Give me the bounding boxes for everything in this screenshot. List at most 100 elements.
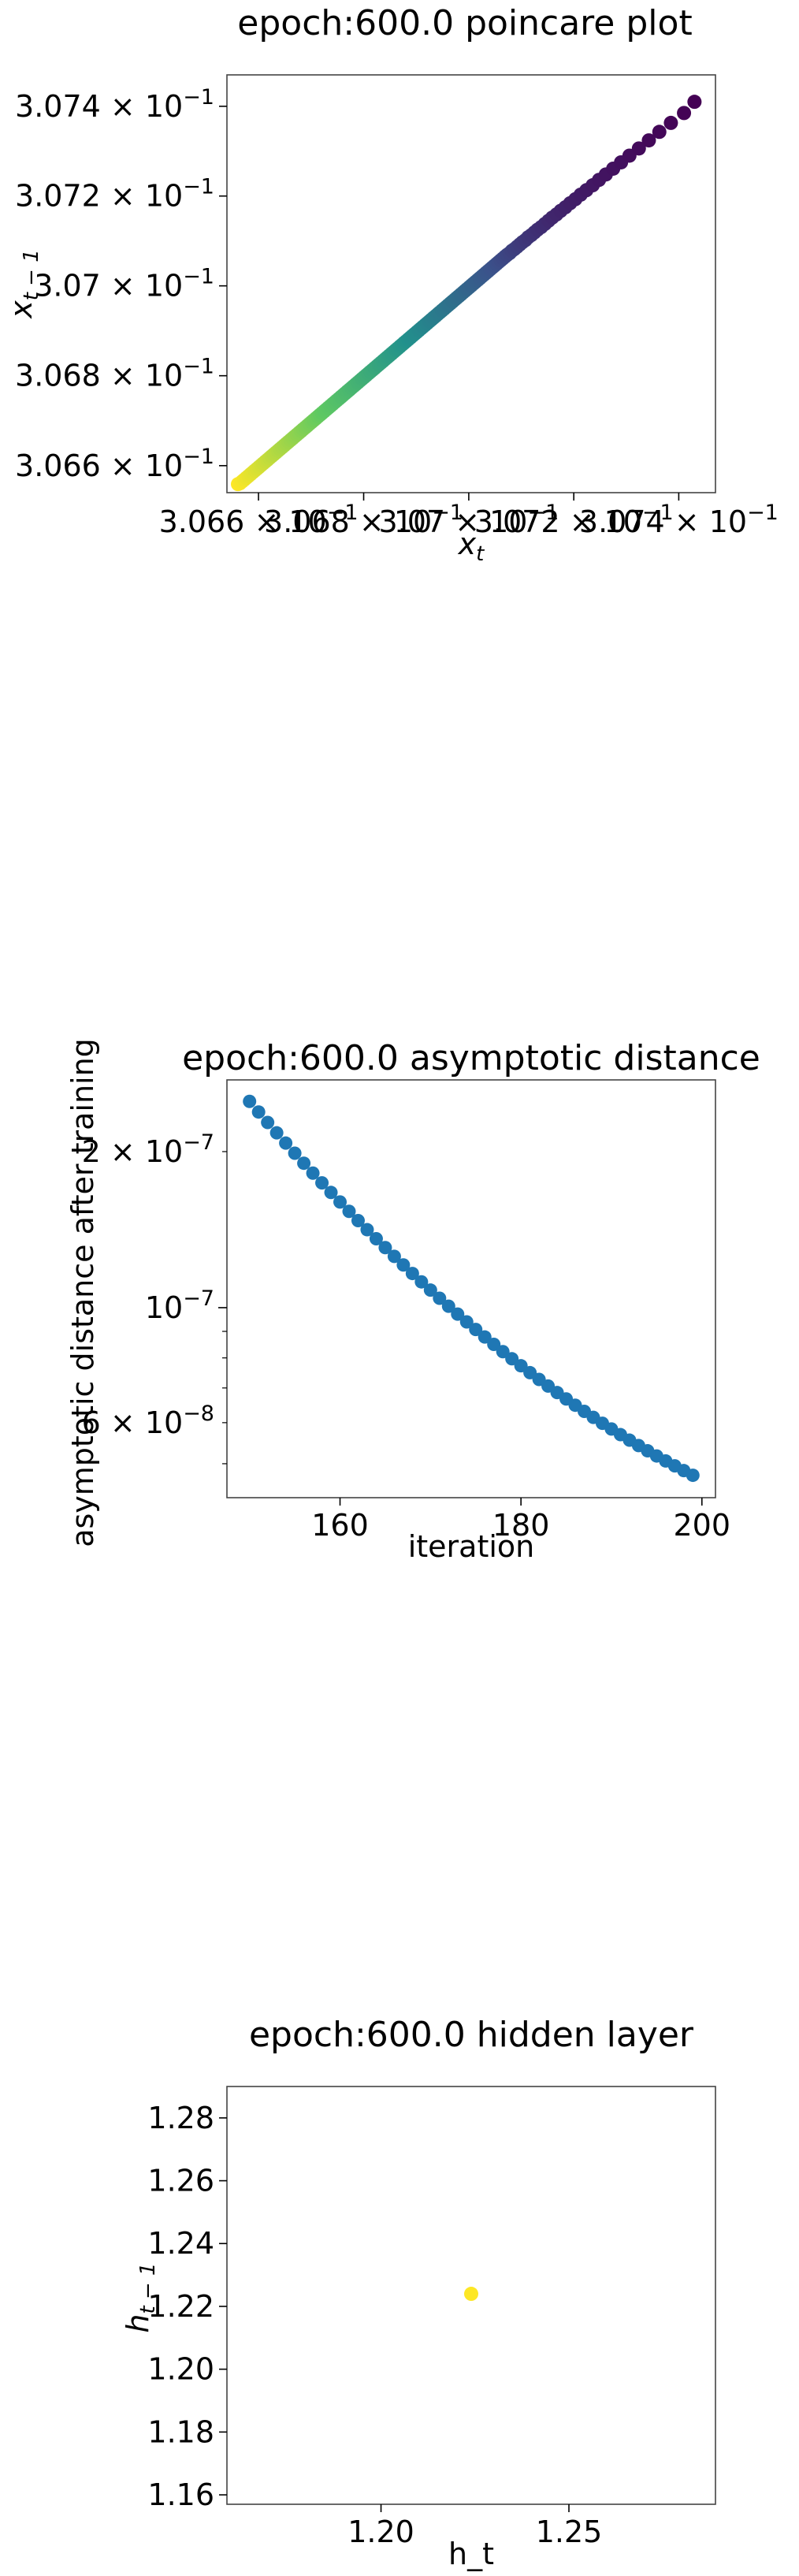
hidden-layer-y-tick-label: 1.26 xyxy=(147,2164,214,2198)
poincare-x-tick-label-exponent: −1 xyxy=(432,501,463,525)
hidden-layer-chart: epoch:600.0 hidden layer 1.20 1.25 1.16 1.… xyxy=(121,2015,716,2571)
poincare-x-tick-label-times: × xyxy=(560,504,604,539)
poincare-y-label-base: x xyxy=(4,300,39,319)
asymptotic-chart: epoch:600.0 asymptotic distance 160 180 20… xyxy=(65,1038,760,1564)
poincare-x-tick-label-mantissa: 3.07 xyxy=(379,504,446,539)
poincare-y-tick-label-times: × xyxy=(101,359,145,393)
asymptotic-point xyxy=(297,1156,311,1171)
asymptotic-point xyxy=(269,1126,284,1140)
asymptotic-point xyxy=(351,1213,365,1227)
poincare-x-tick-label: 3.066 × 10−1 xyxy=(159,501,359,539)
poincare-x-tick-label-exponent: −1 xyxy=(527,501,559,525)
asymptotic-y-label: asymptotic distance after training xyxy=(65,1038,100,1547)
asymptotic-point xyxy=(396,1258,411,1272)
poincare-y-tick-label-mantissa: 3.074 xyxy=(15,89,101,124)
poincare-x-tick-label-exponent: −1 xyxy=(747,501,779,525)
asymptotic-x-tick-label: 200 xyxy=(674,1508,731,1543)
asymptotic-y-tick-label-base: 10 xyxy=(145,1290,183,1325)
asymptotic-point xyxy=(514,1359,528,1373)
asymptotic-point xyxy=(261,1115,275,1130)
poincare-y-tick-label: 3.07 × 10−1 xyxy=(34,265,214,303)
poincare-x-tick-label-base: 10 xyxy=(394,504,432,539)
asymptotic-point xyxy=(414,1275,429,1289)
poincare-x-tick-label-mantissa: 3.072 xyxy=(474,504,560,539)
asymptotic-point xyxy=(288,1146,302,1160)
asymptotic-point xyxy=(451,1307,465,1321)
poincare-y-tick-label-mantissa: 3.072 xyxy=(15,179,101,214)
hidden-layer-title: epoch:600.0 hidden layer xyxy=(249,2015,694,2055)
hidden-layer-y-ticks: 1.16 1.18 1.20 1.22 1.24 1.26 1.28 xyxy=(147,2101,227,2512)
asymptotic-point xyxy=(342,1204,356,1219)
asymptotic-y-tick-label-mantissa: 6 xyxy=(82,1405,101,1440)
poincare-x-tick-label-base: 10 xyxy=(288,504,326,539)
poincare-y-tick-label-times: × xyxy=(101,449,145,483)
poincare-y-tick-label-base: 10 xyxy=(145,269,183,303)
asymptotic-plot-frame xyxy=(226,1079,716,1498)
poincare-x-tick-label-base: 10 xyxy=(604,504,642,539)
poincare-x-tick-label: 3.068 × 10−1 xyxy=(264,501,463,539)
poincare-point xyxy=(631,141,646,156)
asymptotic-point xyxy=(505,1352,519,1366)
asymptotic-y-tick-label-times: × xyxy=(101,1134,145,1169)
hidden-layer-y-tick-label: 1.16 xyxy=(147,2477,214,2512)
asymptotic-point xyxy=(469,1323,483,1337)
asymptotic-y-tick-label-exponent: −7 xyxy=(183,1286,214,1311)
poincare-point xyxy=(687,95,702,110)
poincare-y-tick-label-base: 10 xyxy=(145,449,183,483)
hidden-layer-x-label: h_t xyxy=(448,2537,494,2571)
poincare-x-label-sub: t xyxy=(476,542,485,566)
asymptotic-y-tick-label-exponent: −7 xyxy=(183,1130,214,1155)
poincare-x-tick-label-exponent: −1 xyxy=(642,501,674,525)
poincare-y-tick-label: 3.072 × 10−1 xyxy=(15,175,214,214)
poincare-x-tick-label-base: 10 xyxy=(709,504,747,539)
asymptotic-point xyxy=(378,1241,392,1255)
asymptotic-point xyxy=(478,1330,492,1344)
asymptotic-point xyxy=(333,1195,347,1209)
poincare-y-tick-label: 3.068 × 10−1 xyxy=(15,355,214,393)
hidden-layer-point xyxy=(464,2287,478,2302)
poincare-point xyxy=(677,106,692,121)
poincare-y-tick-label-base: 10 xyxy=(145,359,183,393)
poincare-x-tick-label-mantissa: 3.074 xyxy=(579,504,665,539)
poincare-x-tick-label-base: 10 xyxy=(489,504,527,539)
asymptotic-x-tick-label: 160 xyxy=(311,1508,369,1543)
poincare-chart: epoch:600.0 poincare plot 3.066 × 10−13.… xyxy=(4,3,779,566)
asymptotic-y-tick-label-base: 10 xyxy=(145,1134,183,1169)
hidden-layer-x-ticks: 1.20 1.25 xyxy=(347,2504,602,2549)
asymptotic-point xyxy=(324,1186,338,1200)
asymptotic-point xyxy=(251,1105,266,1119)
poincare-points xyxy=(231,95,702,492)
poincare-x-tick-label-exponent: −1 xyxy=(327,501,359,525)
poincare-y-tick-label: 3.066 × 10−1 xyxy=(15,445,214,483)
asymptotic-y-ticks: 2 × 10−710−76 × 10−8 xyxy=(82,1130,227,1465)
hidden-layer-y-tick-label: 1.24 xyxy=(147,2226,214,2261)
poincare-y-tick-label-base: 10 xyxy=(145,89,183,124)
asymptotic-y-tick-label: 2 × 10−7 xyxy=(82,1130,214,1169)
poincare-x-tick-label-times: × xyxy=(350,504,394,539)
asymptotic-point xyxy=(315,1176,329,1190)
asymptotic-point xyxy=(441,1299,455,1313)
asymptotic-y-tick-label: 10−7 xyxy=(145,1286,214,1325)
asymptotic-y-tick-label-base: 10 xyxy=(145,1405,183,1440)
poincare-y-tick-label-times: × xyxy=(101,89,145,124)
asymptotic-point xyxy=(279,1136,293,1150)
asymptotic-x-ticks: 160 180 200 xyxy=(311,1498,730,1543)
poincare-x-tick-label: 3.074 × 10−1 xyxy=(579,501,779,539)
hidden-layer-points xyxy=(464,2287,478,2302)
asymptotic-y-tick-label: 6 × 10−8 xyxy=(82,1402,214,1440)
asymptotic-point xyxy=(686,1469,700,1483)
asymptotic-point xyxy=(433,1291,447,1305)
asymptotic-point xyxy=(306,1166,320,1180)
poincare-x-tick-label-mantissa: 3.066 xyxy=(159,504,245,539)
asymptotic-point xyxy=(459,1315,474,1329)
asymptotic-point xyxy=(487,1338,501,1352)
asymptotic-x-label: iteration xyxy=(408,1529,535,1564)
asymptotic-point xyxy=(423,1283,437,1297)
asymptotic-point xyxy=(360,1223,374,1237)
poincare-y-tick-label-exponent: −1 xyxy=(183,355,214,379)
asymptotic-point xyxy=(369,1231,383,1245)
poincare-y-tick-label-exponent: −1 xyxy=(183,265,214,289)
hidden-layer-y-tick-label: 1.22 xyxy=(147,2289,214,2324)
hidden-layer-y-label-base: h xyxy=(121,2314,155,2332)
